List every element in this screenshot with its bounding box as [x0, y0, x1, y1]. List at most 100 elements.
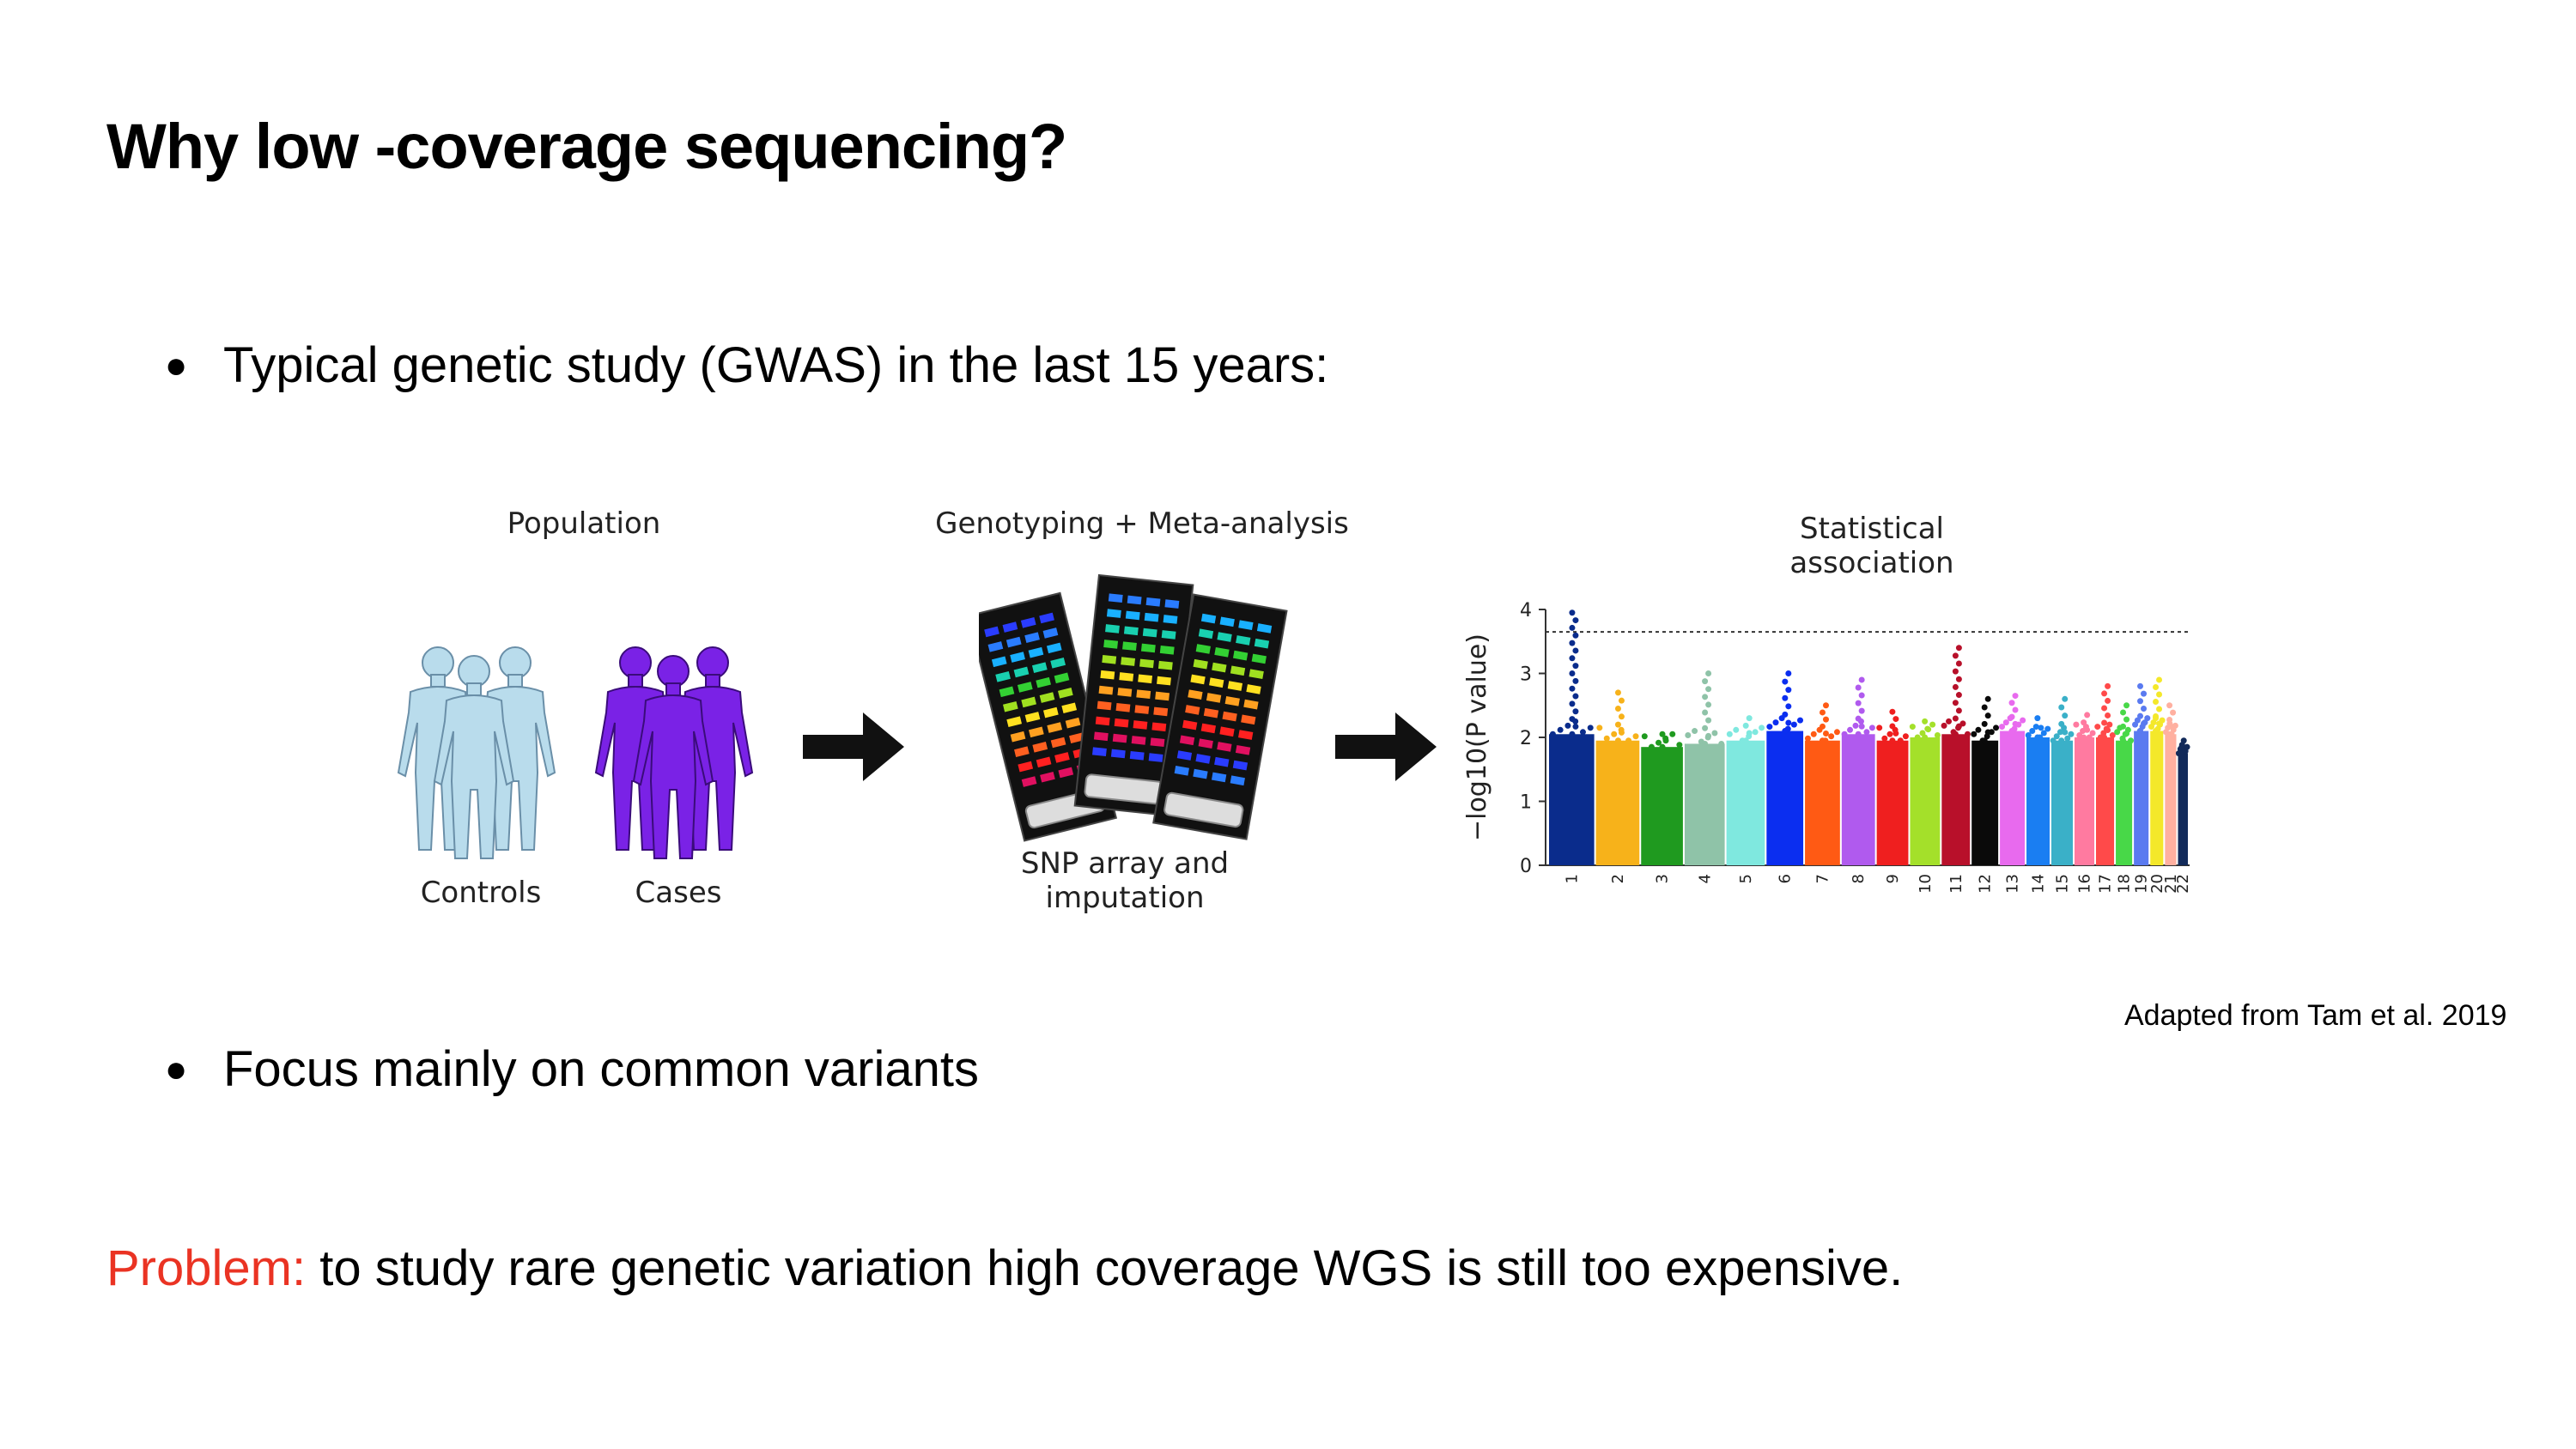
- snp-point: [1702, 694, 1709, 700]
- snp-point: [2034, 734, 2041, 741]
- snp-point: [1863, 729, 1870, 736]
- snp-point: [1746, 715, 1753, 722]
- y-tick-label: 2: [1520, 728, 1532, 749]
- snp-point: [2034, 715, 2041, 722]
- snp-point: [1889, 737, 1896, 744]
- snp-point: [1952, 731, 1959, 737]
- chromosome-band: [1595, 740, 1640, 865]
- cases-group: [595, 646, 753, 859]
- snp-point: [1569, 700, 1576, 707]
- x-tick-label: 6: [1777, 874, 1795, 883]
- snp-point: [2141, 705, 2148, 712]
- x-tick-label: 3: [1654, 874, 1672, 883]
- snp-point: [1572, 708, 1579, 715]
- bullet-text-1: Typical genetic study (GWAS) in the last…: [223, 337, 1329, 393]
- snp-point: [1785, 719, 1792, 726]
- x-tick-label: 13: [2004, 874, 2022, 894]
- x-tick-label: 1: [1563, 874, 1581, 883]
- snp-point: [1662, 737, 1669, 744]
- snp-point: [1855, 731, 1862, 737]
- snp-point: [2062, 695, 2069, 702]
- snp-point: [1618, 713, 1625, 720]
- snp-point: [2094, 724, 2101, 731]
- snp-point: [2073, 721, 2080, 728]
- snp-point: [1785, 687, 1792, 694]
- slide-title: Why low -coverage sequencing?: [106, 111, 1067, 182]
- snp-point: [2064, 735, 2071, 742]
- snp-point: [2084, 712, 2091, 718]
- problem-label: Problem:: [106, 1240, 307, 1296]
- snp-point: [1572, 677, 1579, 684]
- snp-point: [1746, 730, 1753, 737]
- snp-point: [2137, 682, 2144, 689]
- snp-point: [1569, 624, 1576, 631]
- snp-point: [1659, 743, 1666, 750]
- snp-point: [1914, 734, 1921, 741]
- snp-point: [1858, 723, 1865, 730]
- snp-point: [2012, 706, 2019, 713]
- chromosome-band: [1684, 743, 1725, 865]
- chromosome-band: [2026, 737, 2050, 865]
- snp-point: [2153, 728, 2160, 735]
- snp-point: [1822, 702, 1829, 709]
- snp-point: [2101, 734, 2108, 741]
- x-tick-label: 14: [2030, 874, 2048, 894]
- snp-point: [2106, 721, 2113, 728]
- snp-point: [1569, 609, 1576, 616]
- snp-point: [2081, 719, 2087, 726]
- snp-point: [1822, 716, 1829, 723]
- snp-point: [1614, 705, 1621, 712]
- snp-point: [1569, 670, 1576, 676]
- snp-point: [1893, 716, 1899, 723]
- chromosome-band: [1726, 740, 1765, 865]
- snp-point: [1822, 731, 1829, 737]
- x-tick-label: 7: [1814, 874, 1832, 883]
- snp-point: [1603, 735, 1610, 742]
- snp-point: [1569, 731, 1576, 737]
- y-tick-label: 3: [1520, 664, 1532, 686]
- snp-point: [1569, 685, 1576, 692]
- x-tick-label: 17: [2097, 874, 2115, 894]
- population-heading: Population: [507, 506, 661, 541]
- snp-point: [1858, 692, 1865, 699]
- snp-point: [2170, 724, 2177, 731]
- snp-point: [1711, 730, 1718, 737]
- snp-point: [2044, 725, 2051, 732]
- snp-point: [1952, 700, 1959, 706]
- snp-point: [1702, 724, 1709, 731]
- snp-point: [1572, 632, 1579, 639]
- snp-point: [2120, 723, 2127, 730]
- snp-point: [1790, 721, 1797, 728]
- snp-point: [1909, 724, 1916, 731]
- snp-point: [2123, 731, 2130, 737]
- snp-point: [1868, 724, 1875, 731]
- x-tick-label: 8: [1850, 874, 1868, 883]
- snp-point: [1855, 715, 1862, 722]
- snp-point: [2141, 720, 2148, 727]
- snp-point: [1702, 740, 1709, 747]
- bullet-icon: ●: [164, 343, 188, 386]
- y-tick-label: 1: [1520, 792, 1532, 814]
- snp-point: [1782, 711, 1789, 718]
- bullet-text-2: Focus mainly on common variants: [223, 1041, 979, 1097]
- snp-point: [1569, 655, 1576, 662]
- snp-point: [1648, 743, 1655, 750]
- snp-point: [2178, 743, 2185, 750]
- snp-point: [1955, 707, 1962, 714]
- x-tick-label: 21: [2162, 874, 2180, 894]
- snp-point: [1889, 708, 1896, 715]
- x-tick-label: 22: [2174, 874, 2192, 894]
- snp-point: [2144, 715, 2151, 722]
- snp-point: [2137, 698, 2144, 705]
- snp-point: [1676, 742, 1683, 749]
- snp-point: [2105, 712, 2111, 718]
- snp-point: [1819, 737, 1826, 744]
- snp-point: [1702, 709, 1709, 716]
- snp-point: [2058, 720, 2065, 727]
- snp-point: [1796, 717, 1803, 724]
- x-tick-label: 9: [1884, 874, 1902, 883]
- bullet-item-1: ● Typical genetic study (GWAS) in the la…: [129, 336, 1329, 394]
- snp-point: [1702, 678, 1709, 685]
- chromosome-band: [2150, 731, 2164, 865]
- snp-point: [2020, 717, 2026, 724]
